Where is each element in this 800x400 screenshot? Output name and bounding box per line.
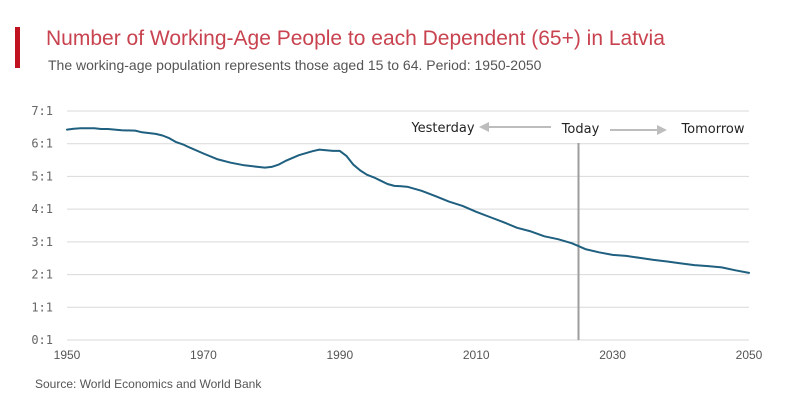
title-accent-bar — [15, 27, 20, 68]
x-tick-label: 2010 — [463, 348, 490, 362]
y-tick-label: 3:1 — [31, 235, 53, 249]
chart-title: Number of Working-Age People to each Dep… — [46, 27, 665, 50]
y-tick-label: 2:1 — [31, 268, 53, 282]
y-tick-label: 7:1 — [31, 104, 53, 118]
y-tick-label: 0:1 — [31, 333, 53, 347]
x-tick-label: 1950 — [54, 348, 81, 362]
series-group — [66, 127, 750, 274]
x-axis-ticks: 1950 1970 1990 2010 2030 2050 — [54, 348, 763, 362]
series-line — [66, 127, 750, 274]
yesterday-label: Yesterday — [410, 121, 474, 136]
x-tick-label: 1990 — [326, 348, 353, 362]
today-label: Today — [561, 122, 600, 137]
y-tick-label: 6:1 — [31, 137, 53, 151]
source-note: Source: World Economics and World Bank — [35, 377, 262, 391]
chart-subtitle: The working-age population represents th… — [48, 57, 542, 73]
y-tick-label: 5:1 — [31, 169, 53, 183]
y-tick-label: 4:1 — [31, 202, 53, 216]
x-tick-label: 2050 — [736, 348, 763, 362]
y-tick-label: 1:1 — [31, 300, 53, 314]
x-tick-label: 1970 — [190, 348, 217, 362]
gridlines — [67, 110, 749, 341]
y-axis-ticks: 0:1 1:1 2:1 3:1 4:1 5:1 6:1 7:1 — [31, 104, 53, 347]
tomorrow-label: Tomorrow — [680, 122, 744, 137]
x-tick-label: 2030 — [599, 348, 626, 362]
